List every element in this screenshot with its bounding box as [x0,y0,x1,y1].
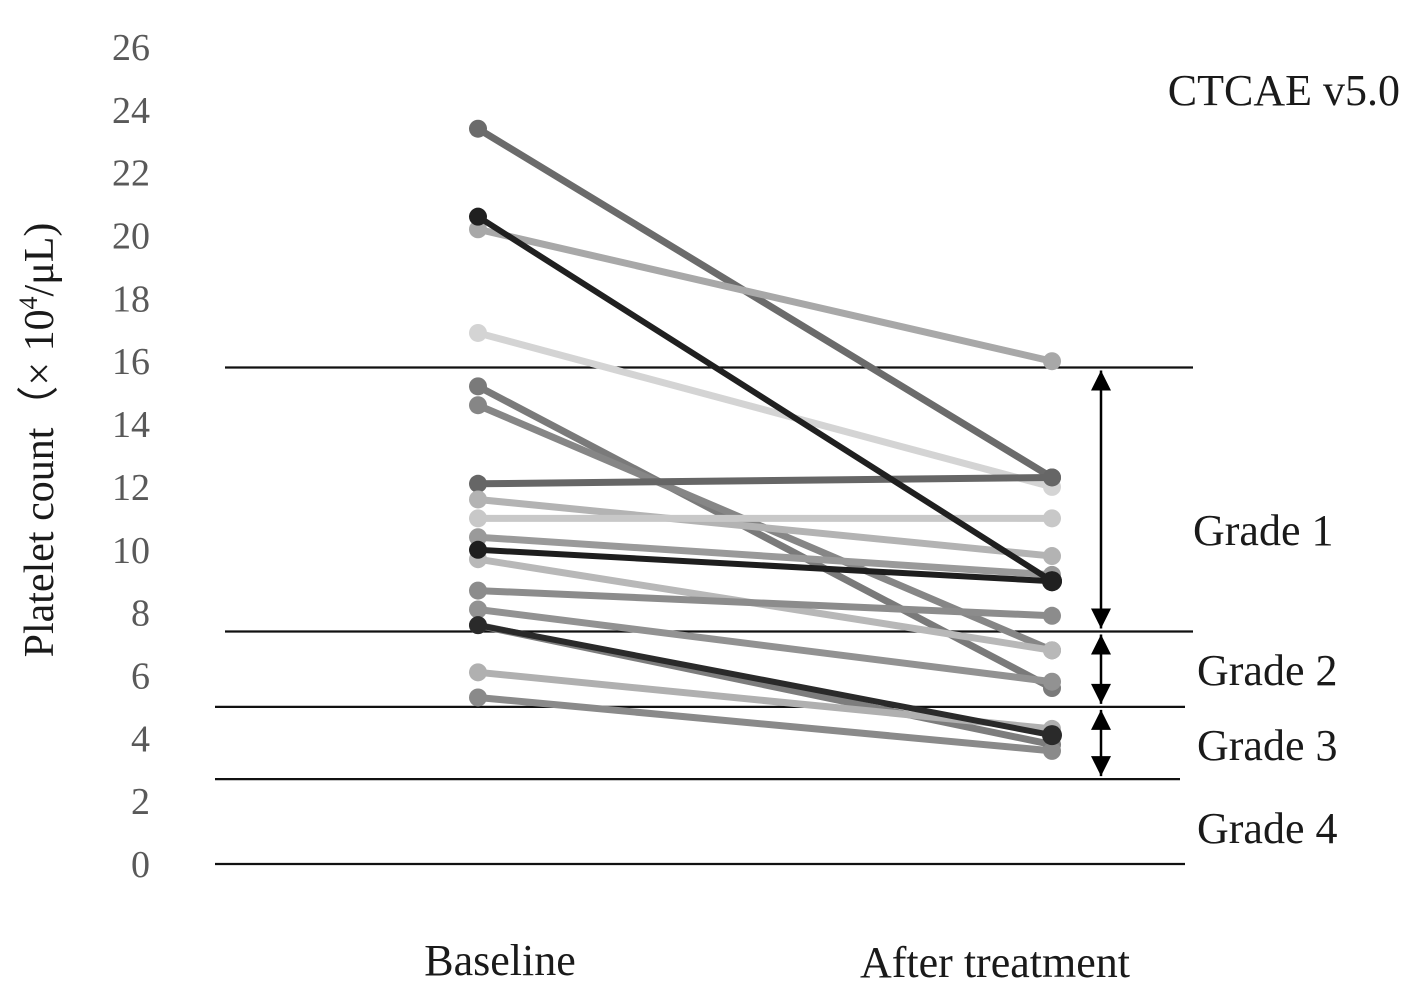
series-patient-12 [469,600,1061,691]
y-tick-label: 24 [112,90,150,132]
point-after-treatment [1043,641,1061,660]
point-baseline [469,509,487,528]
grade-label: Grade 4 [1197,804,1338,853]
grade-label: Grade 2 [1197,646,1338,695]
point-baseline [469,119,487,138]
series-line [474,225,1056,365]
point-baseline [469,616,487,635]
y-tick-label: 4 [131,718,150,760]
grade-label: Grade 3 [1197,721,1338,770]
arrow-down-icon [1091,608,1111,629]
point-after-treatment [1043,606,1061,625]
grade-range-arrows [1091,370,1111,777]
arrow-up-icon [1091,634,1111,655]
y-tick-label: 16 [112,341,150,383]
grade-threshold-lines [215,366,1193,866]
point-baseline [469,323,487,342]
point-after-treatment [1042,571,1062,592]
x-tick-after-treatment: After treatment [860,938,1130,987]
point-baseline [469,220,487,239]
y-tick-label: 20 [112,216,150,258]
arrow-up-icon [1091,709,1111,730]
series-line [474,533,1056,579]
y-tick-label: 6 [131,655,150,697]
annotation-ctcae: CTCAE v5.0 [1168,66,1400,115]
y-tick-label: 18 [112,278,150,320]
point-after-treatment [1042,725,1062,746]
point-baseline [469,663,487,682]
series-line [475,213,1055,585]
grade-labels: Grade 1 Grade 2 Grade 3 Grade 4 [1193,506,1338,853]
point-after-treatment [1043,547,1061,566]
point-baseline [469,540,487,559]
point-baseline [469,581,487,600]
arrow-down-icon [1091,756,1111,777]
point-baseline [469,377,487,396]
point-baseline [469,207,487,226]
grade-label: Grade 1 [1193,506,1334,555]
series-line [475,546,1055,585]
series-patient-11 [469,581,1061,625]
y-axis-label: Platelet count（× 104/μL) [14,223,63,658]
y-tick-label: 14 [112,404,150,446]
y-tick-label: 2 [131,781,150,823]
series-patient-6 [469,468,1061,493]
point-after-treatment [1043,509,1061,528]
point-after-treatment [1043,672,1061,691]
point-after-treatment [1043,741,1061,760]
series-line [474,605,1056,686]
y-axis-label-sup: 4 [14,296,43,309]
series-line [474,473,1056,488]
point-after-treatment [1043,468,1061,487]
y-tick-label: 12 [112,467,150,509]
series-line [474,495,1056,560]
y-axis-label-main: Platelet count（× 10 [17,309,63,657]
point-baseline [469,600,487,619]
point-baseline [469,474,487,493]
x-tick-baseline: Baseline [424,936,576,985]
point-baseline [469,490,487,509]
point-baseline [469,396,487,415]
series-patient-17 [469,616,1062,746]
arrow-down-icon [1091,683,1111,704]
series-patient-2 [469,220,1061,371]
series-patient-15 [469,688,1061,760]
y-axis-label-tail: /μL) [17,223,63,297]
series-patient-3 [469,323,1061,496]
series-patient-18 [469,207,1062,592]
y-tick-label: 22 [112,153,150,195]
arrow-up-icon [1091,370,1111,391]
y-tick-label: 10 [112,530,150,572]
series-line [474,693,1056,755]
series-line [474,587,1056,620]
series-line [474,329,1056,491]
series-line [475,622,1055,739]
series-line [474,125,1056,481]
y-tick-label: 8 [131,593,150,635]
point-baseline [469,528,487,547]
series-patient-7 [469,490,1061,566]
patient-series [469,119,1062,760]
point-after-treatment [1043,352,1061,371]
point-baseline [469,688,487,707]
y-tick-label: 26 [112,27,150,69]
y-tick-label: 0 [131,844,150,886]
